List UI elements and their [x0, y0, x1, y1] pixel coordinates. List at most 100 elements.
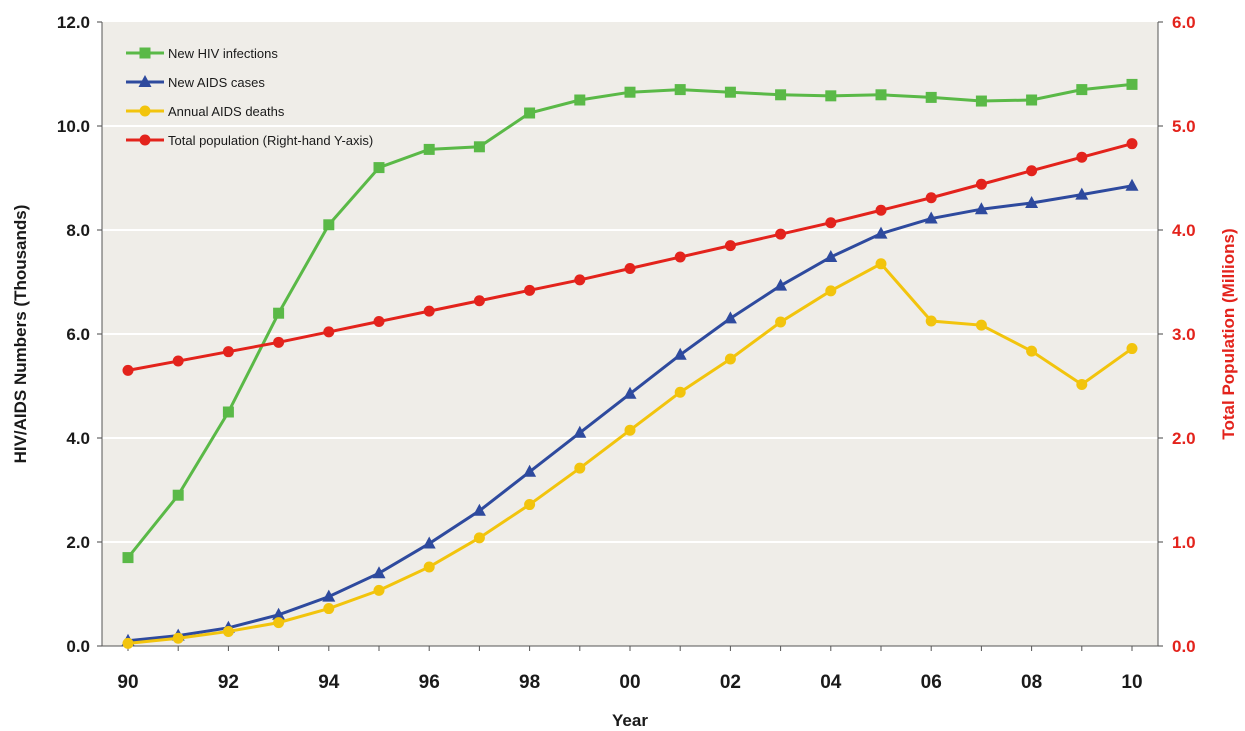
data-point-circle [624, 424, 636, 436]
x-tick-label: 98 [519, 672, 540, 693]
data-point-circle [1076, 378, 1088, 390]
data-point-square [473, 141, 485, 153]
data-point-triangle [874, 226, 888, 239]
data-point-square [139, 47, 151, 59]
data-point-circle [273, 617, 285, 629]
data-point-square [724, 86, 736, 98]
legend-label: Total population (Right-hand Y-axis) [168, 133, 373, 148]
series-lines [121, 78, 1139, 649]
data-point-circle [139, 134, 151, 146]
x-tick-label: 92 [218, 672, 239, 693]
data-point-circle [674, 251, 686, 263]
y-right-tick-label: 5.0 [1172, 117, 1196, 136]
data-point-triangle [472, 503, 486, 516]
data-point-circle [975, 178, 987, 190]
data-point-circle [273, 336, 285, 348]
legend-label: New HIV infections [168, 46, 278, 61]
legend-label: Annual AIDS deaths [168, 104, 285, 119]
data-point-circle [775, 228, 787, 240]
data-point-triangle [1125, 178, 1139, 191]
data-point-triangle [824, 250, 838, 263]
data-point-circle [122, 364, 134, 376]
data-point-circle [222, 346, 234, 358]
data-point-circle [925, 315, 937, 327]
legend-label: New AIDS cases [168, 75, 265, 90]
legend: New HIV infections New AIDS cases Annual A… [126, 46, 373, 148]
tick-labels: 0.0 2.0 4.0 6.0 8.0 10.0 12.0 0.0 1.0 2.0 3.0 4.0 5.… [57, 13, 1196, 693]
data-point-triangle [623, 386, 637, 399]
data-point-circle [925, 192, 937, 204]
data-point-square [122, 552, 134, 564]
data-point-square [825, 90, 837, 102]
data-point-circle [1076, 151, 1088, 163]
data-point-circle [323, 326, 335, 338]
data-point-square [674, 84, 686, 96]
data-point-circle [624, 262, 636, 274]
data-point-square [1076, 84, 1088, 96]
data-point-circle [975, 319, 987, 331]
legend-item: Total population (Right-hand Y-axis) [126, 133, 373, 148]
data-point-triangle [673, 347, 687, 360]
x-tick-label: 06 [921, 672, 942, 693]
data-point-circle [1026, 345, 1038, 357]
data-point-square [423, 143, 435, 155]
data-point-square [624, 86, 636, 98]
y-left-tick-label: 12.0 [57, 13, 90, 32]
x-tick-label: 10 [1121, 672, 1142, 693]
data-point-square [875, 89, 887, 101]
data-point-triangle [272, 607, 286, 620]
x-tick-label: 02 [720, 672, 741, 693]
x-tick-label: 94 [318, 672, 340, 693]
data-point-triangle [422, 536, 436, 549]
data-point-circle [473, 295, 485, 307]
y-axis-right-title: Total Population (Millions) [1219, 228, 1238, 439]
data-point-circle [423, 305, 435, 317]
data-point-circle [139, 105, 151, 117]
x-tick-label: 04 [820, 672, 842, 693]
legend-item: New HIV infections [126, 46, 278, 61]
x-tick-label: 90 [117, 672, 138, 693]
data-point-circle [724, 353, 736, 365]
data-point-circle [172, 355, 184, 367]
series-total-population-right-hand-y-axis [122, 138, 1138, 376]
data-point-square [373, 162, 385, 174]
data-point-circle [825, 217, 837, 229]
data-point-square [323, 219, 335, 231]
data-point-circle [524, 499, 536, 511]
data-point-circle [875, 258, 887, 270]
data-point-square [222, 406, 234, 418]
data-point-triangle [523, 464, 537, 477]
data-point-square [574, 94, 586, 106]
data-point-circle [674, 386, 686, 398]
data-point-circle [323, 603, 335, 615]
data-point-square [1026, 94, 1038, 106]
y-right-tick-label: 2.0 [1172, 429, 1196, 448]
data-point-circle [1026, 165, 1038, 177]
y-right-tick-label: 3.0 [1172, 325, 1196, 344]
x-tick-label: 00 [619, 672, 640, 693]
data-point-circle [373, 584, 385, 596]
data-point-triangle [924, 211, 938, 224]
y-left-tick-label: 2.0 [66, 533, 90, 552]
data-point-circle [473, 532, 485, 544]
y-right-tick-label: 1.0 [1172, 533, 1196, 552]
data-point-circle [524, 284, 536, 296]
data-point-square [975, 95, 987, 107]
x-tick-label: 96 [419, 672, 440, 693]
data-point-circle [423, 561, 435, 573]
data-point-circle [574, 462, 586, 474]
data-point-square [775, 89, 787, 101]
data-point-square [524, 107, 536, 119]
y-left-tick-label: 10.0 [57, 117, 90, 136]
y-left-tick-label: 4.0 [66, 429, 90, 448]
data-point-triangle [1075, 187, 1089, 200]
x-tick-label: 08 [1021, 672, 1042, 693]
y-left-tick-label: 0.0 [66, 637, 90, 656]
series-annual-aids-deaths [122, 258, 1138, 649]
y-right-tick-label: 6.0 [1172, 13, 1196, 32]
data-point-circle [172, 632, 184, 644]
data-point-square [273, 307, 285, 319]
data-point-triangle [974, 202, 988, 215]
data-point-circle [724, 240, 736, 252]
